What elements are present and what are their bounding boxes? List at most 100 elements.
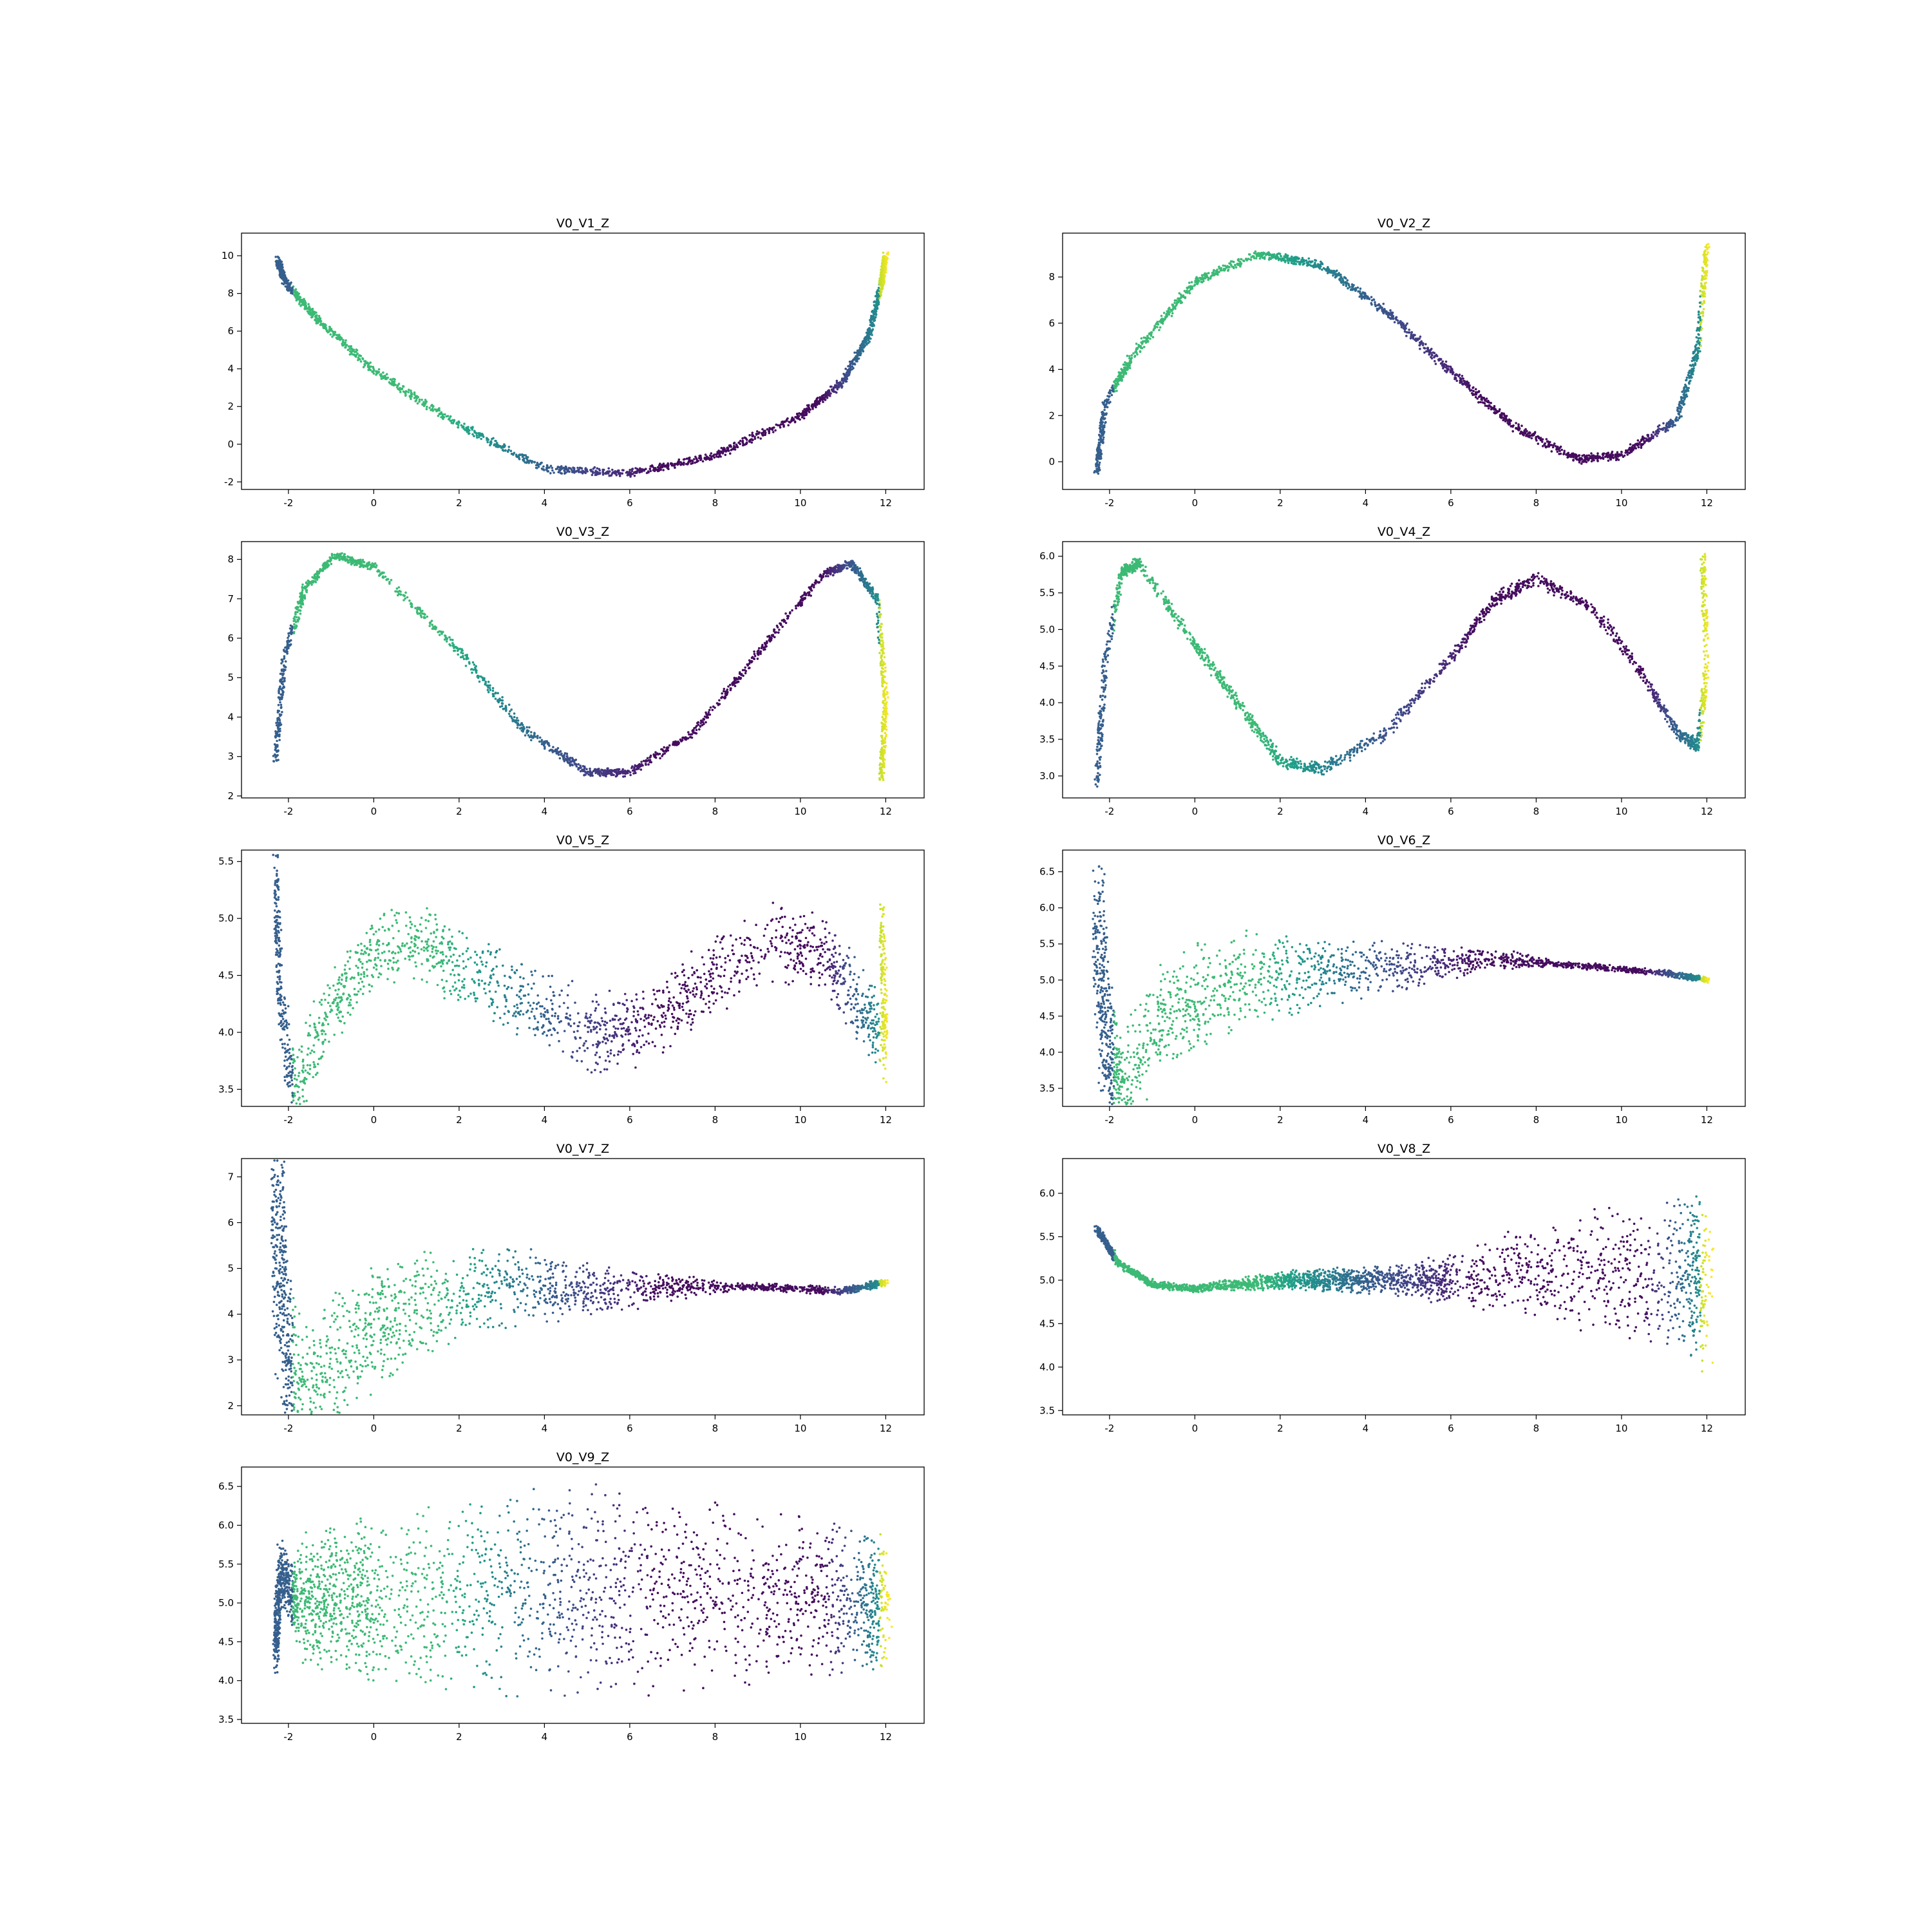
scatter-point: [596, 471, 599, 474]
scatter-point: [451, 639, 454, 641]
scatter-point: [1262, 256, 1264, 259]
scatter-point: [621, 472, 624, 475]
scatter-point: [885, 269, 887, 271]
scatter-point: [496, 446, 498, 448]
scatter-point: [1607, 460, 1610, 462]
scatter-point: [698, 728, 701, 731]
scatter-point: [439, 413, 442, 415]
scatter-point: [882, 755, 884, 758]
scatter-point: [283, 271, 286, 274]
scatter-point: [1121, 368, 1123, 371]
scatter-point: [349, 350, 352, 353]
scatter-point: [1180, 302, 1182, 305]
scatter-point: [1546, 440, 1549, 443]
scatter-point: [1701, 327, 1703, 330]
scatter-point: [565, 468, 568, 470]
scatter-point: [875, 308, 877, 311]
scatter-point: [1367, 296, 1369, 298]
scatter-point: [1689, 381, 1691, 383]
scatter-point: [874, 319, 876, 322]
scatter-point: [1265, 254, 1267, 256]
scatter-point: [1306, 265, 1309, 267]
scatter-point: [886, 682, 888, 685]
scatter-point: [1233, 266, 1235, 269]
scatter-point: [1649, 440, 1651, 442]
scatter-point: [1567, 456, 1570, 459]
scatter-point: [573, 467, 576, 469]
scatter-point: [1279, 258, 1282, 260]
scatter-point: [504, 450, 507, 452]
scatter-point: [1700, 339, 1703, 342]
scatter-point: [513, 452, 516, 455]
scatter-point: [304, 585, 307, 588]
scatter-point: [647, 471, 650, 474]
scatter-point: [1702, 269, 1705, 272]
scatter-point: [471, 426, 474, 428]
scatter-point: [1095, 466, 1097, 468]
scatter-point: [1286, 255, 1289, 258]
scatter-point: [706, 458, 708, 460]
scatter-point: [847, 365, 849, 368]
scatter-point: [1102, 433, 1104, 436]
scatter-point: [1188, 281, 1191, 284]
scatter-point: [667, 746, 669, 749]
scatter-point: [667, 464, 670, 467]
scatter-point: [864, 337, 867, 340]
scatter-point: [1095, 462, 1098, 465]
scatter-point: [1578, 454, 1581, 457]
scatter-point: [1557, 448, 1559, 450]
scatter-point: [706, 455, 708, 458]
scatter-point: [444, 413, 446, 416]
scatter-point: [378, 368, 381, 371]
scatter-point: [1220, 267, 1223, 270]
x-tick-label: 10: [1615, 497, 1627, 509]
scatter-point: [408, 391, 410, 393]
scatter-point: [607, 468, 610, 470]
scatter-point: [651, 465, 654, 468]
scatter-point: [830, 386, 833, 388]
scatter-point: [1099, 431, 1102, 433]
scatter-point: [396, 587, 399, 590]
scatter-point: [1385, 310, 1388, 313]
scatter-point: [398, 586, 401, 589]
scatter-point: [1159, 327, 1162, 329]
scatter-point: [857, 351, 860, 354]
scatter-point: [1697, 321, 1700, 324]
scatter-point: [887, 251, 889, 254]
scatter-point: [1425, 350, 1428, 353]
scatter-point: [1487, 401, 1490, 403]
scatter-point: [1651, 433, 1653, 436]
scatter-point: [1258, 255, 1261, 258]
scatter-point: [282, 278, 285, 281]
scatter-point: [873, 312, 875, 315]
scatter-point: [1569, 454, 1572, 457]
scatter-point: [1430, 349, 1432, 352]
scatter-point: [1326, 268, 1329, 270]
scatter-point: [305, 306, 307, 308]
scatter-point: [393, 378, 395, 381]
scatter-point: [1678, 411, 1681, 413]
scatter-point: [278, 735, 281, 738]
scatter-point: [759, 437, 762, 440]
scatter-point: [1206, 272, 1208, 275]
scatter-point: [1455, 380, 1458, 383]
scatter-point: [1551, 450, 1553, 453]
scatter-point: [1108, 395, 1111, 398]
scatter-point: [629, 469, 631, 471]
scatter-point: [800, 413, 802, 416]
scatter-point: [773, 426, 775, 429]
scatter-point: [768, 432, 771, 435]
scatter-point: [342, 339, 345, 341]
scatter-point: [1250, 256, 1253, 259]
scatter-point: [486, 438, 489, 440]
scatter-point: [884, 667, 887, 669]
scatter-point: [418, 401, 421, 403]
scatter-point: [1141, 341, 1144, 344]
scatter-point: [1237, 258, 1240, 261]
scatter-point: [399, 391, 402, 393]
scatter-point: [837, 564, 839, 567]
scatter-point: [331, 336, 334, 338]
plot-frame: [1063, 233, 1745, 489]
scatter-point: [1104, 422, 1106, 424]
scatter-point: [298, 298, 300, 301]
